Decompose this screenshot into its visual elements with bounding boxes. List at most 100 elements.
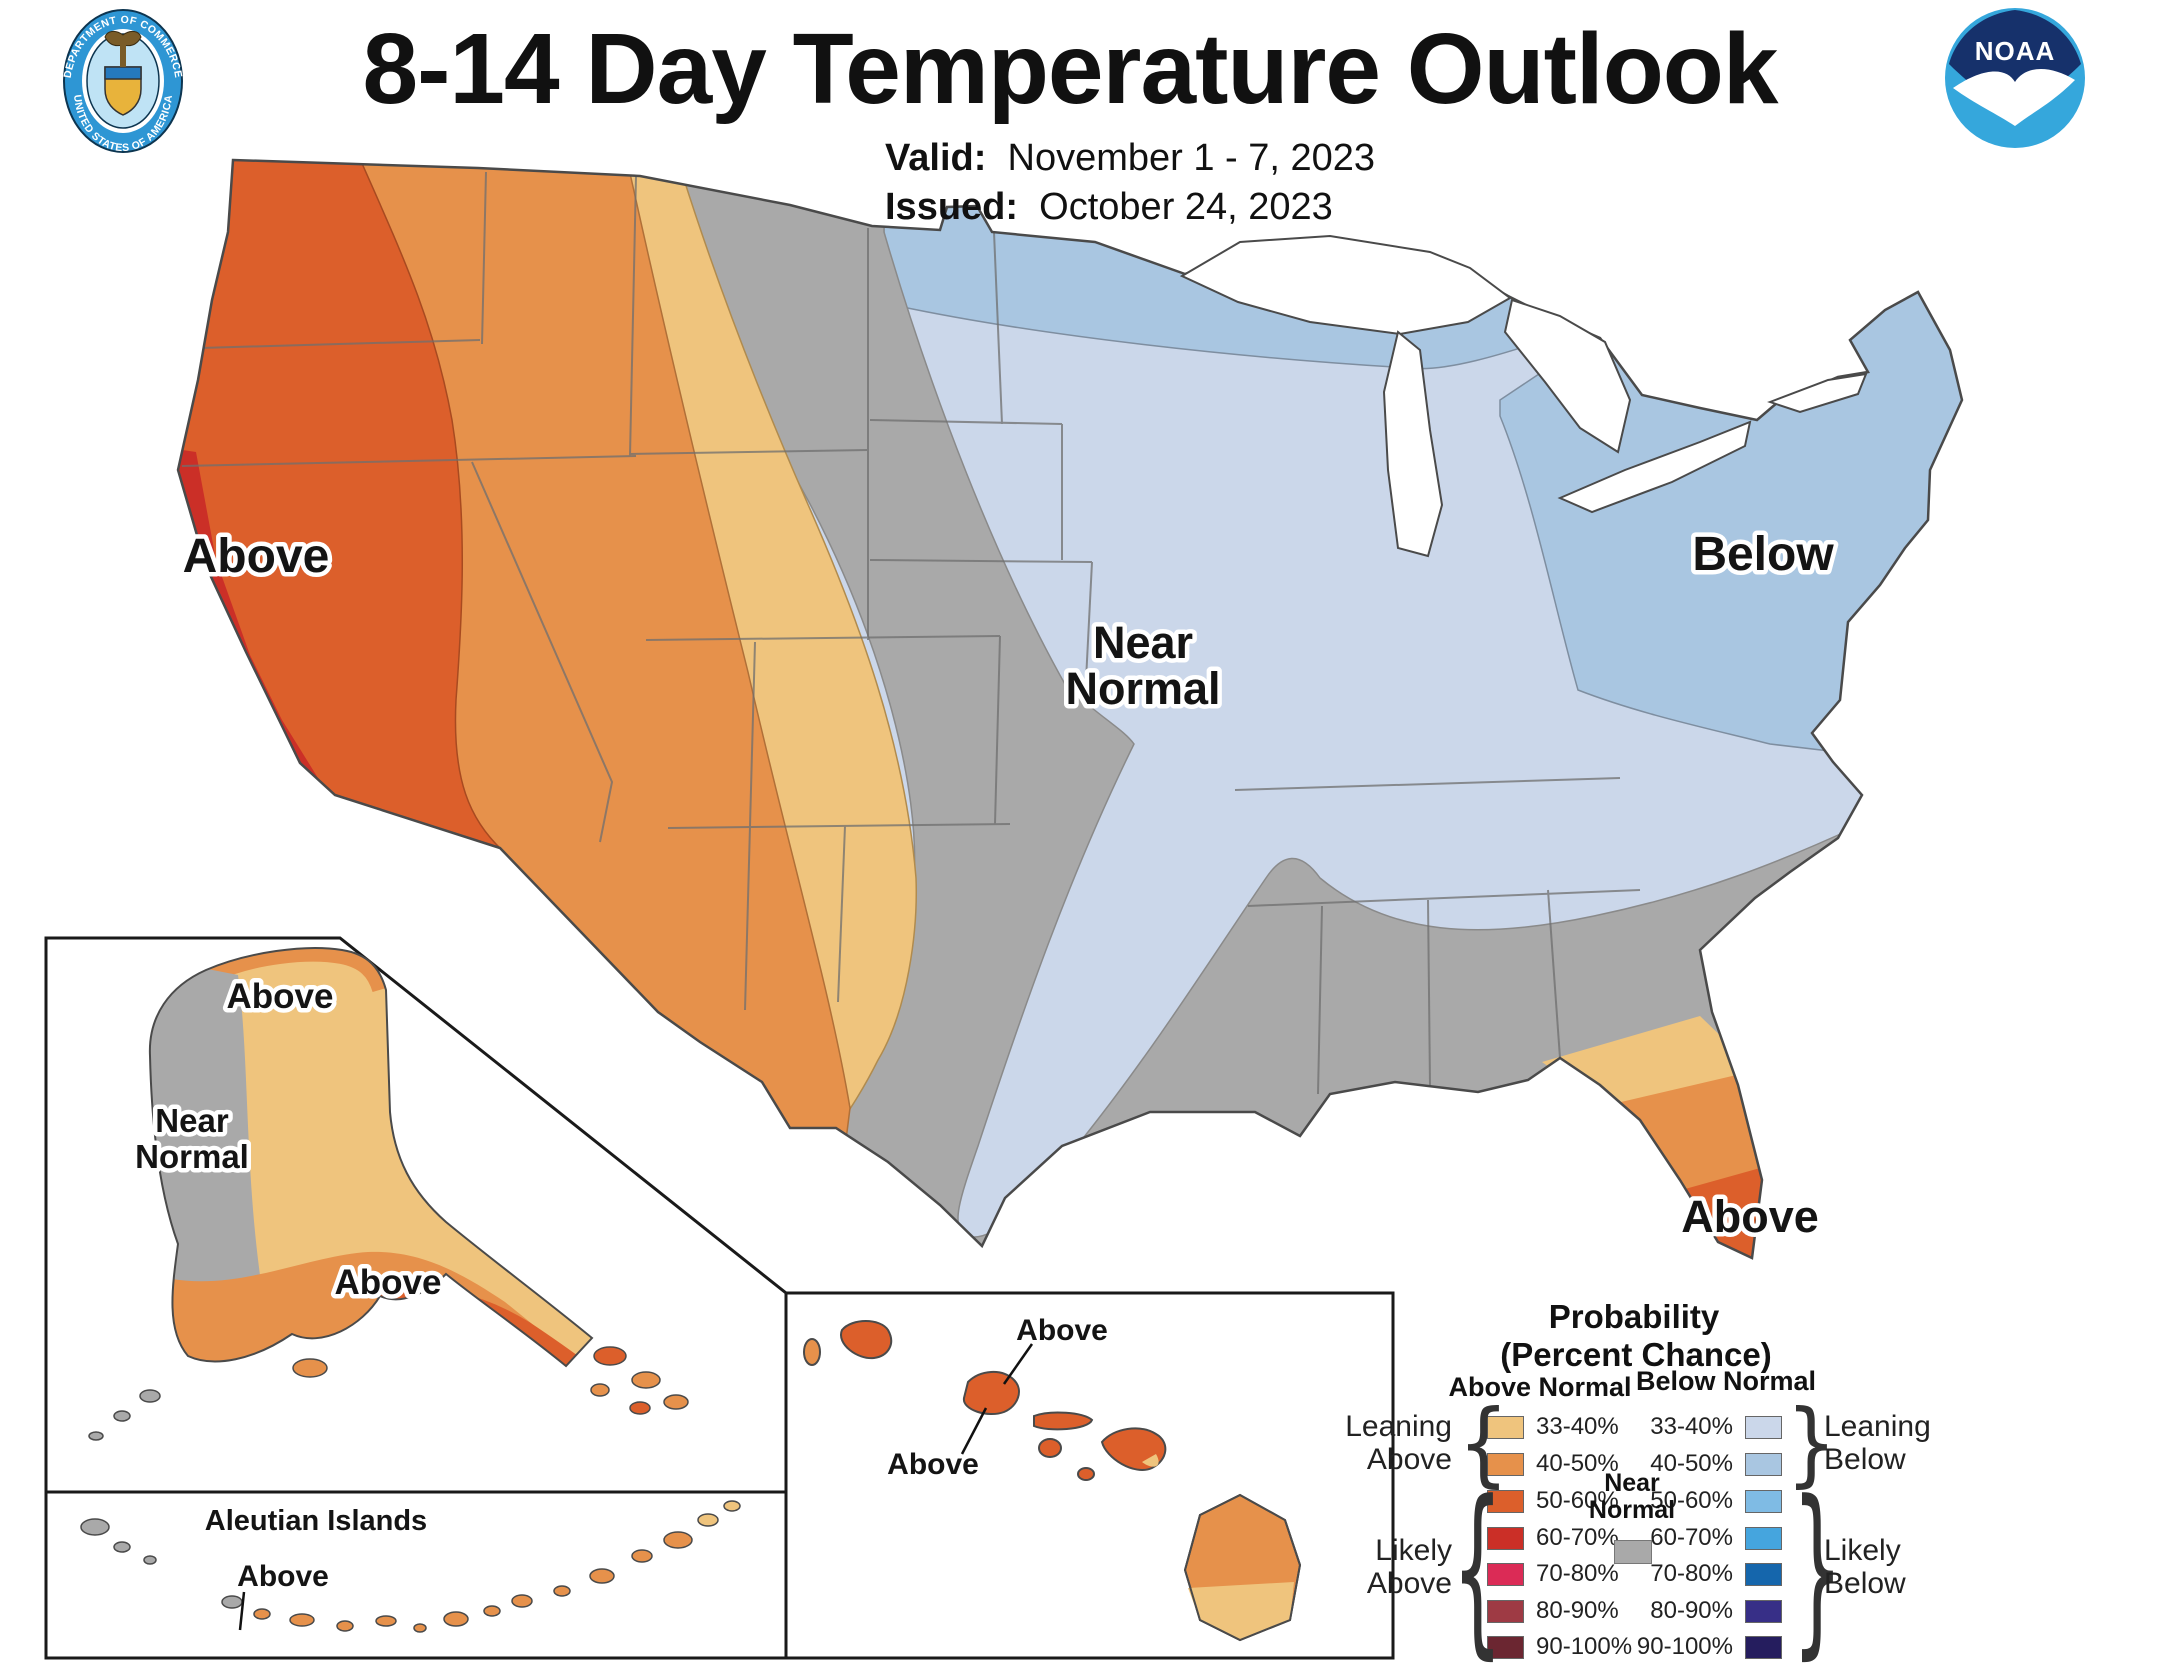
swatch-above-80-90 bbox=[1487, 1599, 1524, 1623]
issued-value: October 24, 2023 bbox=[1039, 186, 1333, 228]
legend-row-above-70-80: 70-80% bbox=[1487, 1560, 1619, 1587]
swatch-below-33-40 bbox=[1745, 1415, 1782, 1439]
legend-row-below-60-70: 60-70% bbox=[1632, 1524, 1782, 1551]
swatch-below-70-80 bbox=[1745, 1562, 1782, 1586]
leaning-above-line2: Above bbox=[1366, 1443, 1452, 1476]
legend-row-above-90-100: 90-100% bbox=[1487, 1633, 1633, 1660]
legend-row-above-80-90: 80-90% bbox=[1487, 1597, 1619, 1624]
label-alaska-above-north: Above bbox=[227, 977, 334, 1016]
aleutian-pointer-line bbox=[238, 1591, 246, 1631]
swatch-above-33-40 bbox=[1487, 1415, 1524, 1439]
swatch-above-50-60 bbox=[1487, 1489, 1524, 1513]
range-below-70-80: 70-80% bbox=[1650, 1560, 1733, 1587]
lake-huron bbox=[1503, 298, 1632, 454]
alaska-islands bbox=[88, 1346, 689, 1441]
range-above-80-90: 80-90% bbox=[1536, 1597, 1619, 1624]
lake-michigan bbox=[1382, 330, 1444, 558]
lake-superior bbox=[1179, 234, 1512, 336]
issued-label: Issued: bbox=[885, 186, 1019, 228]
island-oahu bbox=[963, 1371, 1020, 1416]
range-above-90-100: 90-100% bbox=[1536, 1633, 1633, 1660]
range-below-40-50: 40-50% bbox=[1650, 1450, 1733, 1477]
legend-row-above-60-70: 60-70% bbox=[1487, 1524, 1619, 1551]
range-below-60-70: 60-70% bbox=[1650, 1524, 1733, 1551]
valid-line: Valid: November 1 - 7, 2023 bbox=[885, 134, 1375, 183]
likely-below-line2: Below bbox=[1824, 1567, 1906, 1600]
valid-label: Valid: bbox=[885, 137, 987, 179]
range-below-50-60: 50-60% bbox=[1650, 1487, 1733, 1514]
range-below-90-100: 90-100% bbox=[1636, 1633, 1733, 1660]
aleutian-islands-chain bbox=[80, 1500, 741, 1633]
hawaii-map: Above Above bbox=[803, 1314, 1302, 1642]
legend-title: Probability bbox=[1548, 1298, 1720, 1335]
brace-likely-below: } bbox=[1792, 1461, 1843, 1664]
legend-above-header: Above Normal bbox=[1448, 1372, 1632, 1402]
label-west-above: Above bbox=[183, 530, 330, 583]
legend-row-above-50-60: 50-60% bbox=[1487, 1487, 1619, 1514]
range-above-70-80: 70-80% bbox=[1536, 1560, 1619, 1587]
label-florida-above: Above bbox=[1681, 1191, 1819, 1242]
label-leaning-above: Leaning Above bbox=[1322, 1410, 1452, 1476]
swatch-below-40-50 bbox=[1745, 1452, 1782, 1476]
island-niihau bbox=[803, 1338, 821, 1366]
commerce-seal: DEPARTMENT OF COMMERCE UNITED STATES OF … bbox=[62, 9, 184, 154]
swatch-above-70-80 bbox=[1487, 1562, 1524, 1586]
swatch-near-normal bbox=[1614, 1540, 1652, 1564]
near-label-line1: Near bbox=[1604, 1469, 1660, 1497]
swatch-below-60-70 bbox=[1745, 1526, 1782, 1550]
brace-likely-above: { bbox=[1452, 1461, 1503, 1664]
likely-above-line2: Above bbox=[1366, 1567, 1452, 1600]
date-block: Valid: November 1 - 7, 2023 Issued: Octo… bbox=[885, 134, 1375, 232]
page-title: 8-14 Day Temperature Outlook bbox=[362, 13, 1778, 125]
range-below-33-40: 33-40% bbox=[1650, 1413, 1733, 1440]
label-alaska-near-1: Near bbox=[155, 1102, 229, 1139]
island-hawaii-big-outline bbox=[1183, 1493, 1302, 1642]
island-lanai bbox=[1038, 1438, 1062, 1458]
range-above-60-70: 60-70% bbox=[1536, 1524, 1619, 1551]
label-hawaii-above-2: Above bbox=[887, 1448, 979, 1481]
label-alaska-near-2: Normal bbox=[135, 1138, 249, 1175]
likely-above-line1: Likely bbox=[1375, 1534, 1452, 1567]
legend-row-below-33-40: 33-40% bbox=[1632, 1413, 1782, 1440]
near-label-line2: Normal bbox=[1588, 1496, 1676, 1524]
legend-row-below-70-80: 70-80% bbox=[1632, 1560, 1782, 1587]
legend-row-below-90-100: 90-100% bbox=[1632, 1633, 1782, 1660]
label-near-normal-1: Near bbox=[1093, 617, 1193, 668]
swatch-above-90-100 bbox=[1487, 1635, 1524, 1659]
lake-erie bbox=[1557, 420, 1752, 514]
likely-below-line1: Likely bbox=[1824, 1534, 1901, 1567]
leaning-above-line1: Leaning bbox=[1345, 1410, 1452, 1443]
great-lakes bbox=[1179, 234, 1868, 558]
island-kauai bbox=[840, 1320, 893, 1360]
range-below-80-90: 80-90% bbox=[1650, 1597, 1733, 1624]
label-hawaii-above-1: Above bbox=[1016, 1314, 1108, 1347]
brace-leaning-above: { bbox=[1458, 1389, 1509, 1497]
range-above-33-40: 33-40% bbox=[1536, 1413, 1619, 1440]
label-alaska-above-south: Above bbox=[335, 1263, 442, 1302]
aleutian-map: Aleutian Islands Above bbox=[80, 1500, 741, 1633]
swatch-below-80-90 bbox=[1745, 1599, 1782, 1623]
legend-row-below-40-50: 40-50% bbox=[1632, 1450, 1782, 1477]
alaska-outline bbox=[148, 947, 594, 1368]
leaning-below-line1: Leaning bbox=[1824, 1410, 1931, 1443]
label-near-normal-2: Normal bbox=[1065, 663, 1220, 714]
swatch-above-60-70 bbox=[1487, 1526, 1524, 1550]
legend-below-header: Below Normal bbox=[1635, 1366, 1817, 1396]
valid-value: November 1 - 7, 2023 bbox=[1007, 137, 1376, 179]
legend-row-below-50-60: 50-60% bbox=[1632, 1487, 1782, 1514]
legend-row-below-80-90: 80-90% bbox=[1632, 1597, 1782, 1624]
region-above-60-70-coast bbox=[178, 448, 332, 802]
label-leaning-below: Leaning Below bbox=[1824, 1410, 1931, 1476]
issued-line: Issued: October 24, 2023 bbox=[885, 183, 1375, 232]
swatch-above-40-50 bbox=[1487, 1452, 1524, 1476]
lake-ontario bbox=[1767, 372, 1868, 414]
state-boundaries bbox=[181, 171, 1641, 1095]
island-molokai bbox=[1033, 1411, 1094, 1431]
hawaii-pointer-line-2 bbox=[960, 1407, 988, 1455]
label-likely-above: Likely Above bbox=[1322, 1534, 1452, 1600]
label-aleutian-above: Above bbox=[237, 1560, 329, 1593]
hawaii-pointer-line-1 bbox=[1002, 1343, 1034, 1385]
island-kahoolawe bbox=[1077, 1467, 1095, 1481]
